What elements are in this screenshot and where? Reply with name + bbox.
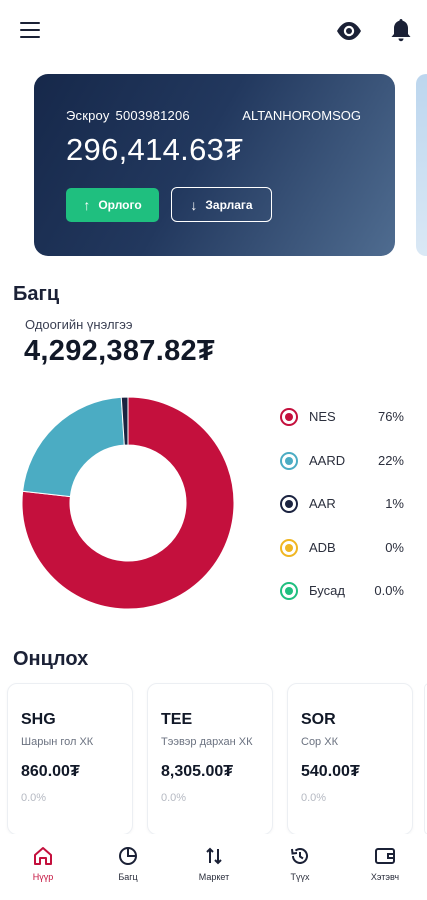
account-number: 5003981206: [115, 108, 190, 123]
arrow-up-icon: ↑: [83, 197, 91, 213]
nav-item-portfolio[interactable]: Багц: [93, 846, 163, 892]
nav-label: Түүх: [290, 872, 310, 882]
stock-company: Шарын гол ХК: [21, 736, 94, 748]
stock-card-shg[interactable]: SHG Шарын гол ХК 860.00₮ 0.0%: [7, 683, 133, 835]
legend-percentage: 0.0%: [374, 583, 404, 598]
nav-item-history[interactable]: Түүх: [265, 846, 335, 892]
escrow-account-card[interactable]: Эскроу 5003981206 ALTANHOROMSOG 296,414.6…: [34, 74, 395, 256]
legend-item: Бусад 0.0%: [280, 578, 410, 602]
account-holder: ALTANHOROMSOG: [242, 108, 361, 123]
legend-label: AARD: [309, 452, 346, 468]
stock-change: 0.0%: [21, 792, 47, 804]
legend-dot-icon: [280, 582, 298, 600]
stock-code: SHG: [21, 711, 56, 728]
wallet-icon: [375, 848, 395, 864]
legend-dot-icon: [280, 408, 298, 426]
legend-percentage: 1%: [385, 496, 404, 511]
stock-price: 8,305.00₮: [161, 763, 234, 780]
swap-arrows-icon: [206, 847, 222, 865]
nav-label: Багц: [118, 872, 138, 882]
account-type: Эскроу: [66, 108, 110, 123]
donut-slice-aard: [22, 397, 125, 498]
stock-price: 540.00₮: [301, 763, 360, 780]
nav-label: Хэтэвч: [370, 872, 400, 882]
nav-item-wallet[interactable]: Хэтэвч: [350, 846, 420, 892]
nav-item-home[interactable]: Нүүр: [8, 846, 78, 892]
stock-price: 860.00₮: [21, 763, 80, 780]
legend-percentage: 76%: [377, 409, 404, 424]
eye-icon[interactable]: [336, 20, 362, 42]
account-balance: 296,414.63₮: [66, 132, 244, 167]
bell-icon[interactable]: [389, 17, 413, 43]
legend-dot-icon: [280, 538, 298, 557]
legend-item: AAR 1%: [280, 491, 410, 515]
legend-label: NES: [309, 409, 336, 424]
legend-label: AAR: [309, 496, 336, 511]
withdraw-button[interactable]: ↓ Зарлага: [171, 187, 272, 222]
legend-percentage: 22%: [377, 452, 404, 468]
withdraw-label: Зарлага: [205, 197, 253, 212]
top-bar: [0, 0, 427, 62]
pie-chart-icon: [119, 847, 137, 865]
next-account-card[interactable]: [416, 74, 427, 256]
bottom-navigation: Нүүр Багц Маркет Түүх Хэтэвч: [0, 834, 427, 900]
legend-dot-icon: [280, 451, 298, 470]
deposit-button[interactable]: ↑ Орлого: [66, 188, 159, 222]
donut-slice-aar: [120, 397, 129, 446]
legend-item: AARD 22%: [280, 448, 410, 472]
featured-title: Онцлох: [13, 648, 89, 670]
account-label: Эскроу 5003981206: [66, 108, 190, 123]
stock-change: 0.0%: [301, 792, 327, 804]
history-icon: [291, 847, 308, 864]
stock-change: 0.0%: [161, 792, 187, 804]
stock-company: Сор ХК: [301, 736, 338, 748]
stock-card-tee[interactable]: TEE Тээвэр дархан ХК 8,305.00₮ 0.0%: [147, 683, 273, 835]
current-value-label: Одоогийн үнэлгээ: [25, 317, 133, 332]
legend-percentage: 0%: [385, 539, 404, 555]
legend-item: ADB 0%: [280, 535, 410, 559]
legend-item: NES 76%: [280, 404, 410, 428]
deposit-label: Орлого: [98, 198, 142, 212]
nav-label: Нүүр: [32, 872, 54, 882]
stock-code: SOR: [301, 711, 336, 728]
nav-label: Маркет: [198, 872, 230, 882]
current-value: 4,292,387.82₮: [24, 335, 215, 367]
legend-label: ADB: [309, 539, 336, 555]
stock-code: TEE: [161, 711, 193, 728]
stock-card-sor[interactable]: SOR Сор ХК 540.00₮ 0.0%: [287, 683, 413, 835]
stock-company: Тээвэр дархан ХК: [161, 736, 253, 748]
home-icon: [34, 847, 52, 865]
arrow-down-icon: ↓: [190, 196, 198, 213]
legend-dot-icon: [280, 495, 298, 513]
portfolio-title: Багц: [13, 283, 60, 305]
hamburger-menu-icon[interactable]: [20, 22, 42, 40]
donut-slice-nes: [22, 397, 234, 609]
nav-item-market[interactable]: Маркет: [179, 846, 249, 892]
portfolio-donut-chart: [22, 397, 234, 609]
legend-label: Бусад: [309, 583, 345, 598]
